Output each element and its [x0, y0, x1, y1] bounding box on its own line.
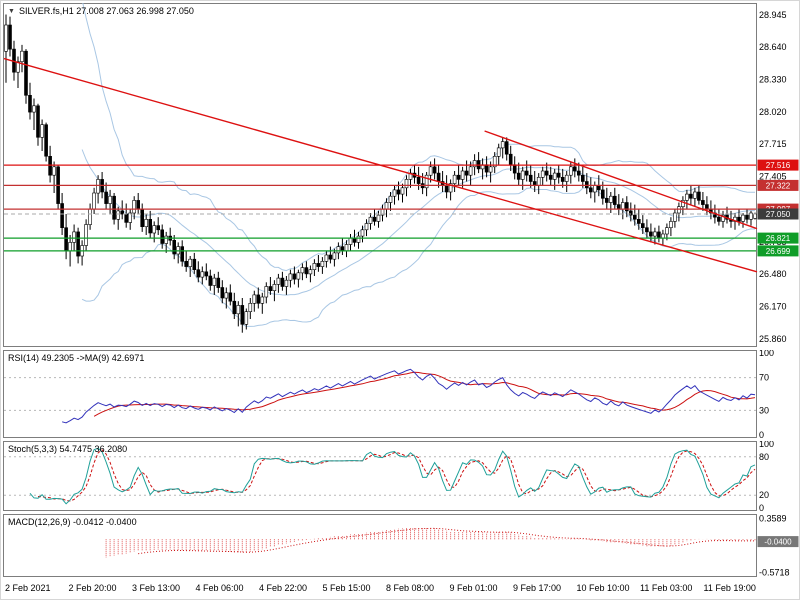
svg-text:27.405: 27.405	[759, 172, 787, 182]
y-axis-ticks: 100 70 30 0	[759, 350, 774, 438]
stochastic-label: Stoch(5,3,3) 54.7475 36.2080	[8, 444, 128, 454]
svg-text:0: 0	[759, 430, 764, 438]
svg-text:20: 20	[759, 490, 769, 500]
svg-text:100: 100	[759, 350, 774, 358]
svg-text:0: 0	[759, 503, 764, 511]
time-axis-label: 8 Feb 08:00	[386, 583, 435, 593]
time-axis-label: 4 Feb 22:00	[259, 583, 308, 593]
candles-layer	[4, 14, 757, 333]
svg-text:26.480: 26.480	[759, 269, 787, 279]
svg-text:26.821: 26.821	[766, 234, 791, 243]
level-lines	[4, 456, 756, 496]
horizontal-lines	[4, 164, 756, 252]
svg-text:80: 80	[759, 452, 769, 462]
rsi-indicator-panel[interactable]: RSI(14) 49.2305 ->MA(9) 42.6971 100 70 30 0	[3, 350, 799, 438]
svg-text:-0.0400: -0.0400	[764, 538, 792, 547]
stoch-d-line	[37, 449, 756, 502]
svg-text:26.170: 26.170	[759, 301, 787, 311]
time-axis-label: 3 Feb 13:00	[132, 583, 181, 593]
svg-text:25.860: 25.860	[759, 334, 787, 344]
rsi-canvas[interactable]: 100 70 30 0	[3, 350, 799, 438]
svg-text:28.020: 28.020	[759, 107, 787, 117]
svg-text:70: 70	[759, 373, 769, 383]
time-axis-label: 5 Feb 15:00	[322, 583, 371, 593]
svg-text:30: 30	[759, 405, 769, 415]
trend-lines	[3, 57, 758, 273]
price-chart-panel[interactable]: ▼ SILVER.fs,H1 27.008 27.063 26.998 27.05…	[3, 3, 799, 347]
macd-label: MACD(12,26,9) -0.0412 -0.0400	[8, 517, 137, 527]
time-axis-label: 9 Feb 01:00	[449, 583, 498, 593]
rsi-label: RSI(14) 49.2305 ->MA(9) 42.6971	[8, 353, 145, 363]
symbol-ohlc-label: ▼ SILVER.fs,H1 27.008 27.063 26.998 27.05…	[8, 6, 194, 17]
symbol-ohlc-text: SILVER.fs,H1 27.008 27.063 26.998 27.050	[18, 6, 194, 16]
svg-text:27.050: 27.050	[766, 210, 791, 219]
y-axis-ticks: 100 80 20 0	[759, 441, 774, 511]
time-axis-label: 4 Feb 06:00	[195, 583, 244, 593]
stochastic-indicator-panel[interactable]: Stoch(5,3,3) 54.7475 36.2080 100 80 20 0	[3, 441, 799, 511]
time-axis-label: 9 Feb 17:00	[513, 583, 562, 593]
stoch-k-line	[29, 447, 756, 505]
svg-text:27.715: 27.715	[759, 139, 787, 149]
time-axis-label: 2 Feb 2021	[5, 583, 51, 593]
time-axis-label: 11 Feb 03:00	[640, 583, 693, 593]
svg-text:28.330: 28.330	[759, 75, 787, 85]
price-chart-canvas[interactable]: 28.945 28.640 28.330 28.020 27.715 27.405 27.0…	[3, 3, 799, 347]
svg-text:-0.5718: -0.5718	[759, 567, 790, 577]
macd-current-tag: -0.0400	[757, 536, 799, 548]
svg-text:27.322: 27.322	[766, 181, 791, 190]
y-axis-ticks: 28.94528.64028.33028.02027.71527.40527.0…	[759, 10, 787, 344]
svg-text:26.699: 26.699	[766, 247, 791, 256]
time-axis-label: 2 Feb 20:00	[68, 583, 117, 593]
rsi-line	[61, 368, 756, 424]
time-axis-label: 11 Feb 19:00	[703, 583, 756, 593]
time-axis-label: 10 Feb 10:00	[576, 583, 630, 593]
svg-text:100: 100	[759, 441, 774, 449]
svg-text:27.516: 27.516	[766, 161, 791, 170]
svg-text:28.945: 28.945	[759, 10, 787, 20]
level-lines	[4, 377, 756, 411]
time-axis: 2 Feb 2021 2 Feb 20:00 3 Feb 13:00 4 Feb 06…	[3, 580, 799, 598]
macd-signal-line	[138, 527, 756, 555]
macd-canvas[interactable]: 0.3589 -0.5718 -0.0400	[3, 514, 799, 577]
macd-indicator-panel[interactable]: MACD(12,26,9) -0.0412 -0.0400 0.3589 -0.5…	[3, 514, 799, 577]
svg-text:28.640: 28.640	[759, 42, 787, 52]
y-axis-ticks: 0.3589 -0.5718	[759, 514, 790, 577]
svg-text:0.3589: 0.3589	[759, 514, 787, 524]
stochastic-canvas[interactable]: 100 80 20 0	[3, 441, 799, 511]
chart-shift-icon: ▼	[8, 8, 15, 15]
